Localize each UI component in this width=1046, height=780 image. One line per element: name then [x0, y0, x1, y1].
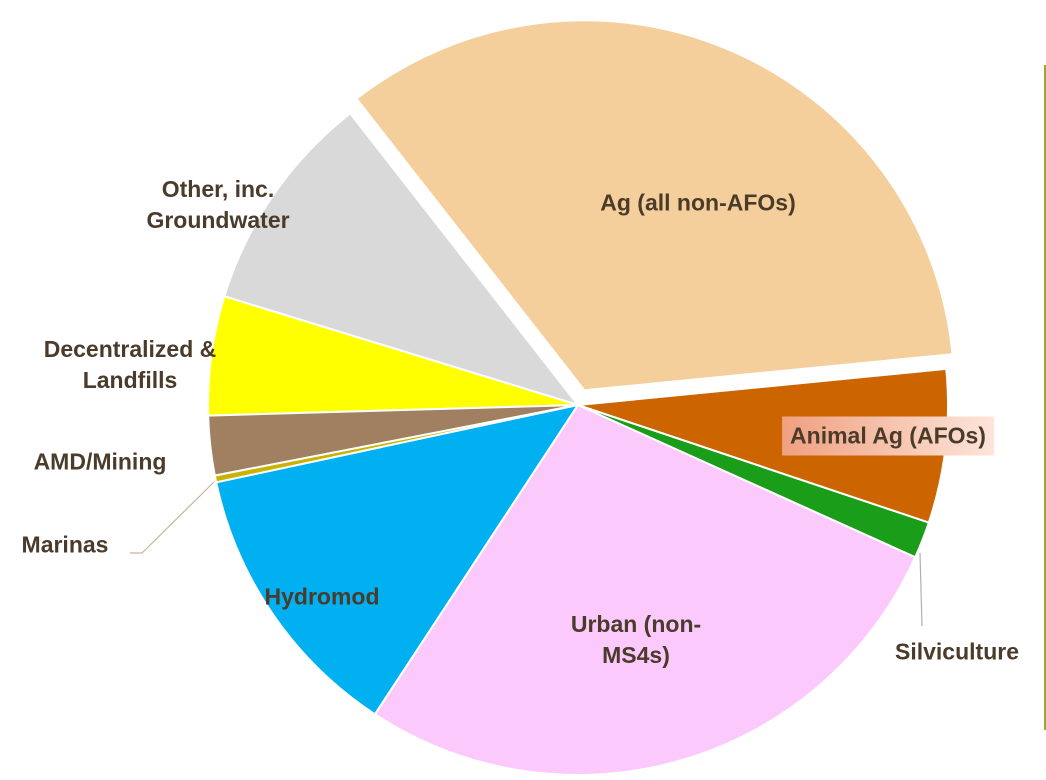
slice-label: Ag (all non-AFOs) [600, 189, 796, 216]
slice-label: AMD/Mining [33, 448, 167, 475]
pie-slice [355, 19, 954, 392]
slice-label: Decentralized & Landfills [43, 336, 217, 393]
slice-label: Hydromod [264, 583, 380, 610]
slice-label: Urban (non-MS4s) [570, 611, 702, 668]
slice-label: Animal Ag (AFOs) [782, 416, 994, 456]
slice-label: Silviculture [895, 638, 1019, 665]
slice-label: Other, inc. Groundwater [146, 176, 290, 233]
pie-slice [223, 112, 581, 407]
slice-label: Marinas [21, 531, 109, 558]
leader-line [130, 481, 215, 554]
leader-line [919, 552, 923, 627]
pie-slice [373, 403, 917, 776]
pie-slice [215, 403, 581, 716]
